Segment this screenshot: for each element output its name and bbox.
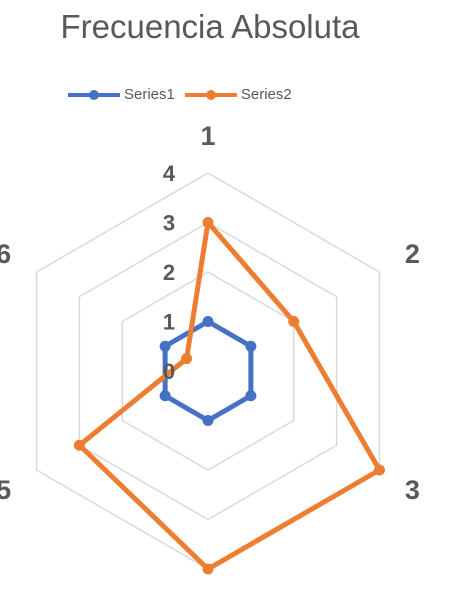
series-2-point-6 [181,353,193,365]
series-1-point-1 [202,316,214,327]
series-2-point-1 [202,217,214,228]
legend-dot-series1 [89,89,99,100]
category-label-6: 6 [0,239,11,269]
series-1-point-4 [202,415,214,426]
series-2-point-3 [373,464,385,476]
grid-ring-2 [121,271,295,471]
tick-label-1: 1 [163,310,175,335]
series-line-2 [76,220,382,572]
series-1-point-6 [159,340,171,352]
legend-swatch-series1 [68,89,120,101]
category-label-3: 3 [405,475,420,505]
series-2-point-4 [202,563,214,575]
series-1-point-2 [245,340,257,352]
category-label-5: 5 [0,475,11,505]
chart-legend: Series1 Series2 [68,86,292,103]
series-1-point-5 [159,390,171,402]
legend-item-series1: Series1 [68,86,175,103]
category-label-2: 2 [405,239,420,269]
chart-title: Frecuencia Absoluta [60,8,360,45]
tick-label-3: 3 [163,211,175,236]
legend-label-series1: Series1 [124,86,175,103]
tick-label-4: 4 [163,161,176,186]
series-line-1 [162,319,254,423]
grid-ring-3 [78,221,338,521]
tick-label-2: 2 [163,260,175,285]
tick-label-0: 0 [163,359,175,384]
legend-swatch-series2 [184,89,237,101]
category-label-1: 1 [200,121,215,151]
legend-dot-series2 [205,89,216,100]
series-2-point-5 [73,439,85,451]
legend-item-series2: Series2 [184,86,292,103]
series-1-point-3 [245,390,257,402]
series-2-point-2 [288,316,300,327]
legend-label-series2: Series2 [240,86,292,103]
